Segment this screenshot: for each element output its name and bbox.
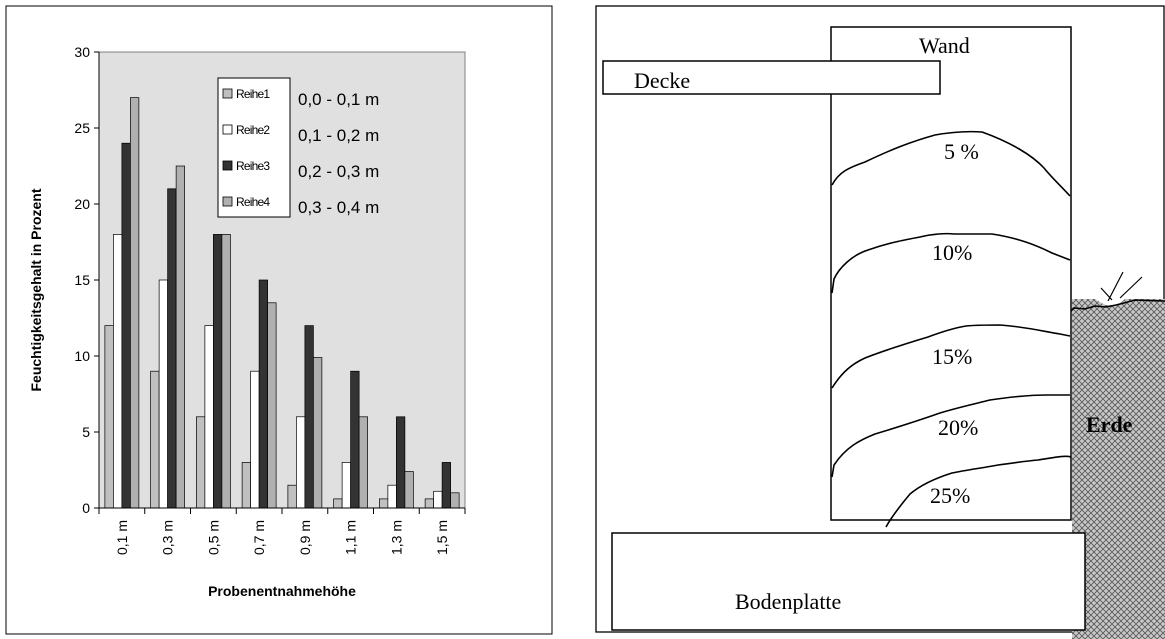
chart-panel: 0 5 10 15 20 25 30 0,1 m 0,3 m 0,5 m 0,7 m 0,9 m 1,1…	[0, 0, 560, 639]
legend-range-label: 0,2 - 0,3 m	[298, 162, 379, 181]
bar-reihe1-6	[333, 498, 343, 509]
bar-reihe4-2	[175, 165, 185, 509]
bar-reihe2-5	[296, 416, 306, 509]
bar-reihe2-6	[341, 462, 351, 509]
soil-surface-line	[1069, 299, 1165, 313]
contour-line-15	[831, 324, 1071, 389]
bar-reihe3-6	[350, 370, 360, 509]
bar-reihe4-5	[313, 357, 323, 509]
contour-line-10	[831, 232, 1071, 294]
x-tick-label: 0,9 m	[297, 520, 313, 555]
y-tick-label: 5	[82, 424, 90, 440]
bar-reihe3-7	[396, 416, 406, 509]
contour-line-5	[831, 130, 1071, 197]
x-tick-label: 1,1 m	[343, 520, 359, 555]
diagram-panel: Wand Decke 5 % 10% 15% 20% 25% Erde Bode…	[590, 0, 1165, 639]
bar-reihe3-1	[121, 142, 131, 509]
legend-series-name: Reihe3	[236, 159, 270, 173]
ceiling-label: Decke	[634, 68, 690, 93]
contour-label-25: 25%	[930, 483, 970, 508]
bar-reihe4-1	[130, 97, 140, 509]
bar-reihe4-6	[358, 416, 368, 509]
wall-shape	[830, 26, 1072, 521]
y-tick-label: 25	[74, 120, 90, 136]
bar-reihe4-4	[267, 302, 277, 509]
contour-label-15: 15%	[932, 344, 972, 369]
x-tick-label: 0,3 m	[160, 520, 176, 555]
legend-swatch-1	[222, 88, 233, 99]
bar-reihe4-3	[221, 234, 231, 509]
bar-reihe2-3	[204, 325, 214, 509]
legend-box	[217, 77, 291, 218]
legend-range-label: 0,1 - 0,2 m	[298, 126, 379, 145]
legend-series-name: Reihe2	[236, 123, 270, 137]
x-tick-label: 1,5 m	[434, 520, 450, 555]
bar-reihe2-8	[433, 490, 443, 509]
contour-label-20: 20%	[938, 415, 978, 440]
bar-reihe3-3	[213, 234, 223, 509]
soil-area	[1072, 299, 1165, 639]
bar-reihe1-1	[104, 325, 114, 509]
x-axis-title: Probenentnahmehöhe	[208, 583, 356, 599]
contour-line-20	[831, 394, 1070, 478]
contour-label-10: 10%	[932, 240, 972, 265]
bar-reihe2-2	[158, 279, 168, 509]
bar-reihe2-1	[113, 234, 123, 509]
legend-range-label: 0,0 - 0,1 m	[298, 90, 379, 109]
x-tick-label: 0,7 m	[251, 520, 267, 555]
bar-reihe4-8	[450, 492, 460, 509]
wall-moisture-diagram: Wand Decke 5 % 10% 15% 20% 25% Erde Bode…	[595, 5, 1165, 639]
soil-label: Erde	[1086, 412, 1133, 437]
ground-marker-icon	[1100, 271, 1143, 302]
bar-reihe1-4	[241, 462, 251, 509]
bar-reihe3-2	[167, 188, 177, 509]
contour-label-5: 5 %	[944, 139, 979, 164]
y-tick-label: 30	[74, 44, 90, 60]
legend-swatch-4	[222, 196, 233, 207]
bar-reihe3-5	[304, 325, 314, 509]
floor-slab	[611, 532, 1086, 631]
legend-series-name: Reihe4	[236, 195, 270, 209]
y-tick-label: 15	[74, 272, 90, 288]
bar-reihe2-4	[250, 370, 260, 509]
legend-swatch-3	[222, 160, 233, 171]
y-tick-label: 20	[74, 196, 90, 212]
legend-range-label: 0,3 - 0,4 m	[298, 198, 379, 217]
y-axis-title: Feuchtigkeitsgehalt in Prozent	[28, 188, 44, 391]
bar-reihe4-7	[404, 471, 414, 509]
contour-line-25	[885, 455, 1072, 528]
x-tick-label: 0,5 m	[205, 520, 221, 555]
y-tick-label: 10	[74, 348, 90, 364]
bar-reihe1-8	[424, 498, 434, 509]
x-tick-label: 0,1 m	[114, 520, 130, 555]
bar-reihe2-7	[387, 484, 397, 509]
bar-reihe1-5	[287, 484, 297, 509]
x-tick-label: 1,3 m	[388, 520, 404, 555]
bar-reihe1-3	[196, 416, 206, 509]
bar-reihe1-2	[150, 370, 160, 509]
legend-swatch-2	[222, 124, 233, 135]
floor-label: Bodenplatte	[735, 589, 841, 614]
bar-reihe1-7	[379, 498, 389, 509]
bar-reihe3-8	[441, 462, 451, 509]
bar-chart: 0 5 10 15 20 25 30 0,1 m 0,3 m 0,5 m 0,7 m 0,9 m 1,1…	[5, 5, 553, 635]
bar-reihe3-4	[258, 279, 268, 509]
y-tick-label: 0	[82, 500, 90, 516]
legend-series-name: Reihe1	[236, 87, 270, 101]
ceiling-slab	[602, 60, 941, 95]
wall-label: Wand	[919, 33, 970, 58]
